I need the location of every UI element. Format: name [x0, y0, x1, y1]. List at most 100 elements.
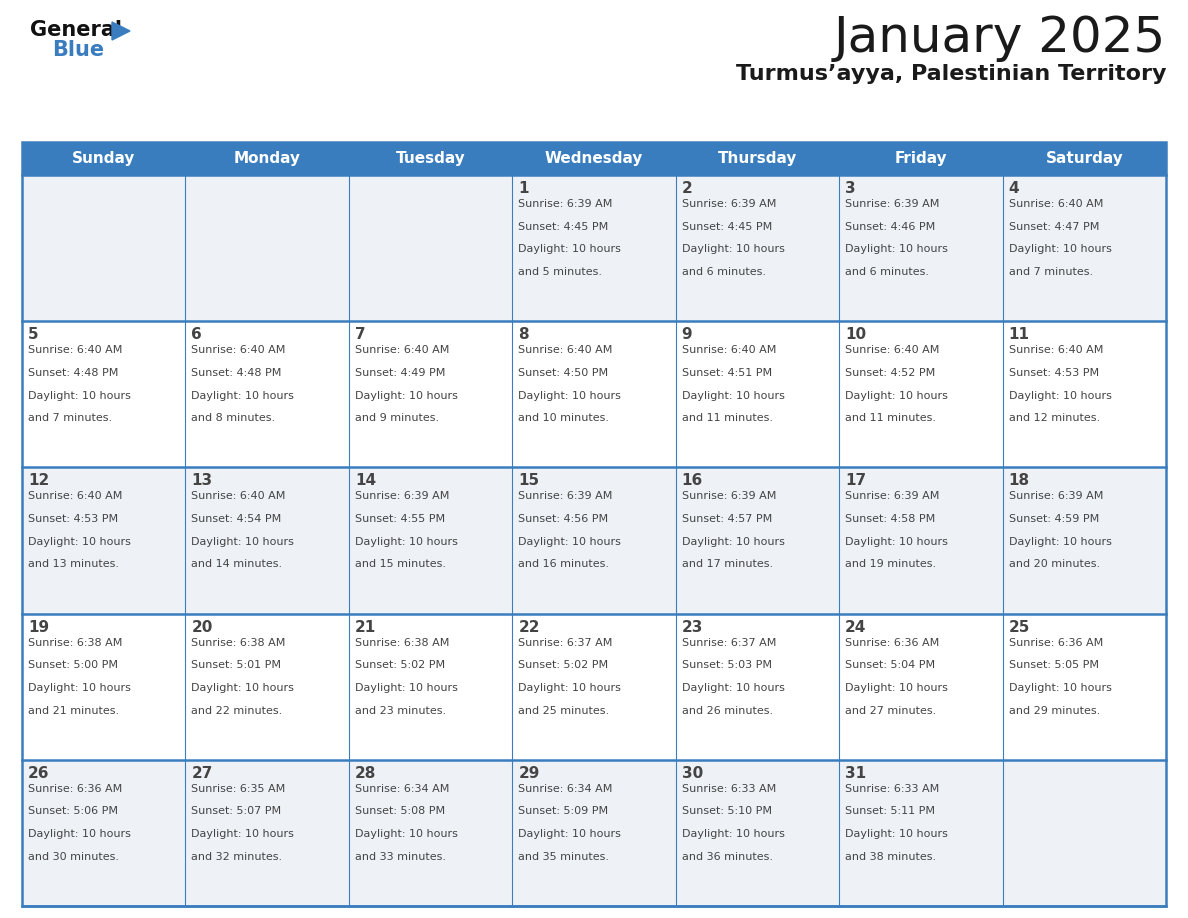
Text: Daylight: 10 hours: Daylight: 10 hours — [355, 537, 457, 547]
Bar — [839, 760, 1003, 906]
Text: Sunset: 5:05 PM: Sunset: 5:05 PM — [1009, 660, 1099, 670]
Bar — [185, 760, 349, 906]
Text: Sunset: 4:57 PM: Sunset: 4:57 PM — [682, 514, 772, 524]
Text: Sunset: 4:50 PM: Sunset: 4:50 PM — [518, 368, 608, 378]
Text: and 33 minutes.: and 33 minutes. — [355, 852, 446, 862]
Text: 28: 28 — [355, 766, 377, 781]
Text: Sunset: 5:02 PM: Sunset: 5:02 PM — [355, 660, 446, 670]
Text: and 29 minutes.: and 29 minutes. — [1009, 706, 1100, 716]
Text: 4: 4 — [1009, 181, 1019, 196]
Text: 3: 3 — [845, 181, 855, 196]
Bar — [23, 760, 185, 906]
Bar — [676, 175, 839, 321]
Text: 14: 14 — [355, 474, 375, 488]
Text: and 12 minutes.: and 12 minutes. — [1009, 413, 1100, 423]
Text: 16: 16 — [682, 474, 703, 488]
Text: Sunrise: 6:36 AM: Sunrise: 6:36 AM — [29, 784, 122, 794]
Text: 17: 17 — [845, 474, 866, 488]
Text: and 9 minutes.: and 9 minutes. — [355, 413, 440, 423]
Text: Sunrise: 6:39 AM: Sunrise: 6:39 AM — [1009, 491, 1102, 501]
Text: 29: 29 — [518, 766, 539, 781]
Text: Sunset: 4:52 PM: Sunset: 4:52 PM — [845, 368, 935, 378]
Text: Sunrise: 6:38 AM: Sunrise: 6:38 AM — [355, 638, 449, 647]
Bar — [676, 467, 839, 613]
Text: Sunset: 4:48 PM: Sunset: 4:48 PM — [29, 368, 119, 378]
Text: Sunrise: 6:39 AM: Sunrise: 6:39 AM — [845, 199, 940, 209]
Text: Sunset: 5:00 PM: Sunset: 5:00 PM — [29, 660, 118, 670]
Text: Sunrise: 6:40 AM: Sunrise: 6:40 AM — [845, 345, 940, 355]
Text: and 26 minutes.: and 26 minutes. — [682, 706, 773, 716]
Text: 19: 19 — [29, 620, 49, 634]
Text: Sunset: 5:06 PM: Sunset: 5:06 PM — [29, 806, 118, 816]
Text: Daylight: 10 hours: Daylight: 10 hours — [191, 683, 295, 693]
Text: Sunset: 4:53 PM: Sunset: 4:53 PM — [1009, 368, 1099, 378]
Text: Daylight: 10 hours: Daylight: 10 hours — [191, 829, 295, 839]
Text: and 38 minutes.: and 38 minutes. — [845, 852, 936, 862]
Text: Sunrise: 6:40 AM: Sunrise: 6:40 AM — [191, 345, 286, 355]
Text: Saturday: Saturday — [1045, 151, 1123, 166]
Text: Sunset: 5:07 PM: Sunset: 5:07 PM — [191, 806, 282, 816]
Bar — [23, 175, 185, 321]
Text: Sunrise: 6:39 AM: Sunrise: 6:39 AM — [518, 491, 613, 501]
Text: and 32 minutes.: and 32 minutes. — [191, 852, 283, 862]
Text: Daylight: 10 hours: Daylight: 10 hours — [1009, 390, 1112, 400]
Bar — [23, 321, 185, 467]
Text: Daylight: 10 hours: Daylight: 10 hours — [1009, 683, 1112, 693]
Text: Sunrise: 6:40 AM: Sunrise: 6:40 AM — [29, 491, 122, 501]
Text: Sunset: 4:51 PM: Sunset: 4:51 PM — [682, 368, 772, 378]
Text: 26: 26 — [29, 766, 50, 781]
Text: 25: 25 — [1009, 620, 1030, 634]
Text: Daylight: 10 hours: Daylight: 10 hours — [682, 390, 784, 400]
Text: and 36 minutes.: and 36 minutes. — [682, 852, 772, 862]
Text: 1: 1 — [518, 181, 529, 196]
Text: Daylight: 10 hours: Daylight: 10 hours — [518, 683, 621, 693]
Text: Daylight: 10 hours: Daylight: 10 hours — [682, 683, 784, 693]
Text: Thursday: Thursday — [718, 151, 797, 166]
Text: 2: 2 — [682, 181, 693, 196]
Text: Sunset: 4:45 PM: Sunset: 4:45 PM — [518, 221, 608, 231]
Text: Sunrise: 6:39 AM: Sunrise: 6:39 AM — [355, 491, 449, 501]
Text: Tuesday: Tuesday — [396, 151, 466, 166]
Bar — [839, 321, 1003, 467]
Text: Daylight: 10 hours: Daylight: 10 hours — [845, 829, 948, 839]
Bar — [839, 613, 1003, 760]
Text: and 19 minutes.: and 19 minutes. — [845, 559, 936, 569]
Text: Daylight: 10 hours: Daylight: 10 hours — [355, 683, 457, 693]
Text: Sunset: 4:59 PM: Sunset: 4:59 PM — [1009, 514, 1099, 524]
Text: Sunset: 5:02 PM: Sunset: 5:02 PM — [518, 660, 608, 670]
Text: Sunset: 4:46 PM: Sunset: 4:46 PM — [845, 221, 935, 231]
Bar — [1003, 760, 1165, 906]
Text: Sunset: 4:49 PM: Sunset: 4:49 PM — [355, 368, 446, 378]
Text: Sunset: 5:08 PM: Sunset: 5:08 PM — [355, 806, 446, 816]
Text: 10: 10 — [845, 327, 866, 342]
Text: Sunset: 5:09 PM: Sunset: 5:09 PM — [518, 806, 608, 816]
Text: January 2025: January 2025 — [834, 14, 1165, 62]
Text: and 14 minutes.: and 14 minutes. — [191, 559, 283, 569]
Text: Sunrise: 6:33 AM: Sunrise: 6:33 AM — [845, 784, 940, 794]
Text: and 30 minutes.: and 30 minutes. — [29, 852, 119, 862]
Bar — [512, 760, 676, 906]
Text: Daylight: 10 hours: Daylight: 10 hours — [845, 244, 948, 254]
Text: Daylight: 10 hours: Daylight: 10 hours — [845, 537, 948, 547]
Text: General: General — [30, 20, 122, 40]
Text: Blue: Blue — [52, 40, 105, 60]
Text: 22: 22 — [518, 620, 539, 634]
Text: Sunset: 4:54 PM: Sunset: 4:54 PM — [191, 514, 282, 524]
Text: 5: 5 — [29, 327, 39, 342]
Text: Sunrise: 6:39 AM: Sunrise: 6:39 AM — [518, 199, 613, 209]
Text: 6: 6 — [191, 327, 202, 342]
Text: Sunset: 4:53 PM: Sunset: 4:53 PM — [29, 514, 118, 524]
Bar — [1003, 613, 1165, 760]
Text: 21: 21 — [355, 620, 377, 634]
Text: and 20 minutes.: and 20 minutes. — [1009, 559, 1100, 569]
Text: 11: 11 — [1009, 327, 1030, 342]
Text: Sunrise: 6:37 AM: Sunrise: 6:37 AM — [518, 638, 613, 647]
Text: Daylight: 10 hours: Daylight: 10 hours — [1009, 537, 1112, 547]
Bar — [349, 467, 512, 613]
Bar — [676, 321, 839, 467]
Bar — [1003, 321, 1165, 467]
Text: and 6 minutes.: and 6 minutes. — [845, 267, 929, 277]
Text: 8: 8 — [518, 327, 529, 342]
Text: 9: 9 — [682, 327, 693, 342]
Text: 15: 15 — [518, 474, 539, 488]
